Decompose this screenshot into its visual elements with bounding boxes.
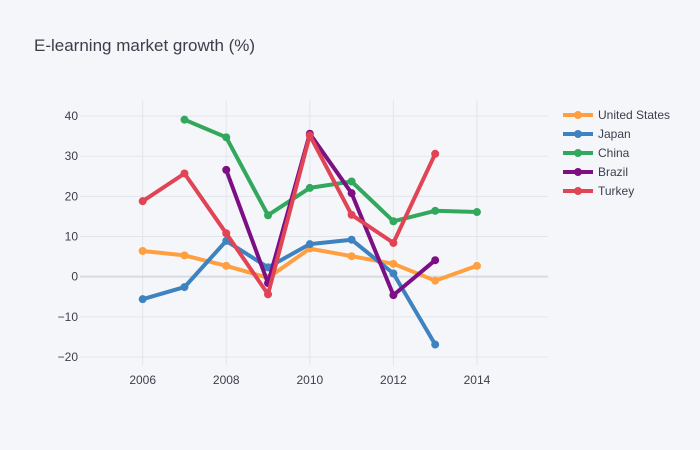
data-point-brazil[interactable] (347, 189, 356, 198)
series-layer (138, 115, 481, 349)
data-point-united-states[interactable] (222, 261, 231, 270)
series-line-china (182, 117, 479, 224)
legend-label-japan: Japan (598, 127, 631, 141)
x-tick-label: 2014 (464, 373, 491, 387)
data-point-turkey[interactable] (431, 149, 440, 158)
data-point-turkey[interactable] (264, 290, 273, 299)
series-line-turkey (140, 133, 438, 297)
y-tick-label: −20 (58, 350, 79, 364)
grid-layer (80, 100, 548, 365)
data-point-china[interactable] (180, 115, 189, 124)
legend-marker-china (574, 149, 582, 157)
data-point-japan[interactable] (138, 295, 147, 304)
data-point-turkey[interactable] (305, 131, 314, 140)
series-japan (138, 235, 440, 349)
legend-label-china: China (598, 146, 630, 160)
data-point-china[interactable] (222, 133, 231, 142)
data-point-brazil[interactable] (222, 165, 231, 174)
legend-item-japan[interactable]: Japan (563, 127, 631, 141)
data-point-united-states[interactable] (472, 261, 481, 270)
legend-item-turkey[interactable]: Turkey (563, 184, 634, 198)
chart-title: E-learning market growth (%) (34, 36, 255, 55)
y-tick-label: 30 (65, 149, 79, 163)
y-tick-label: 40 (65, 109, 79, 123)
data-point-turkey[interactable] (138, 197, 147, 206)
y-tick-label: 0 (71, 270, 78, 284)
legend-label-brazil: Brazil (598, 165, 628, 179)
legend-item-brazil[interactable]: Brazil (563, 165, 628, 179)
x-tick-label: 2006 (129, 373, 156, 387)
data-point-brazil[interactable] (389, 291, 398, 300)
x-tick-label: 2008 (213, 373, 240, 387)
data-point-china[interactable] (305, 183, 314, 192)
data-point-turkey[interactable] (389, 238, 398, 247)
legend[interactable]: United States Japan China Brazil Turkey (563, 108, 670, 198)
data-point-turkey[interactable] (180, 169, 189, 178)
series-united-states (138, 244, 481, 285)
legend-label-united-states: United States (598, 108, 670, 122)
data-point-china[interactable] (431, 206, 440, 215)
x-tick-label: 2010 (296, 373, 323, 387)
data-point-turkey[interactable] (222, 229, 231, 238)
series-line-japan (140, 237, 438, 347)
x-tick-label: 2012 (380, 373, 407, 387)
series-line-brazil (224, 131, 438, 298)
legend-marker-brazil (574, 168, 582, 176)
data-point-japan[interactable] (180, 283, 189, 292)
data-point-turkey[interactable] (347, 210, 356, 219)
data-point-united-states[interactable] (138, 246, 147, 255)
data-point-china[interactable] (389, 217, 398, 226)
legend-marker-turkey (574, 187, 582, 195)
y-tick-label: 20 (65, 189, 79, 203)
y-tick-label: 10 (65, 230, 79, 244)
data-point-united-states[interactable] (180, 251, 189, 260)
legend-item-china[interactable]: China (563, 146, 630, 160)
data-point-japan[interactable] (431, 340, 440, 349)
axis-layer: 2006 2008 2010 2012 2014 −20 −10 0 10 20 30 40 (58, 109, 491, 387)
data-point-china[interactable] (472, 208, 481, 217)
series-china (180, 115, 481, 226)
legend-marker-united-states (574, 111, 582, 119)
data-point-japan[interactable] (347, 235, 356, 244)
data-point-china[interactable] (347, 177, 356, 186)
legend-label-turkey: Turkey (598, 184, 634, 198)
legend-item-united-states[interactable]: United States (563, 108, 670, 122)
series-turkey (138, 131, 440, 299)
legend-marker-japan (574, 130, 582, 138)
data-point-united-states[interactable] (389, 259, 398, 268)
data-point-japan[interactable] (389, 269, 398, 278)
y-tick-label: −10 (58, 310, 79, 324)
data-point-united-states[interactable] (431, 276, 440, 285)
data-point-japan[interactable] (305, 240, 314, 249)
data-point-china[interactable] (264, 211, 273, 220)
data-point-united-states[interactable] (347, 252, 356, 261)
data-point-brazil[interactable] (431, 256, 440, 265)
